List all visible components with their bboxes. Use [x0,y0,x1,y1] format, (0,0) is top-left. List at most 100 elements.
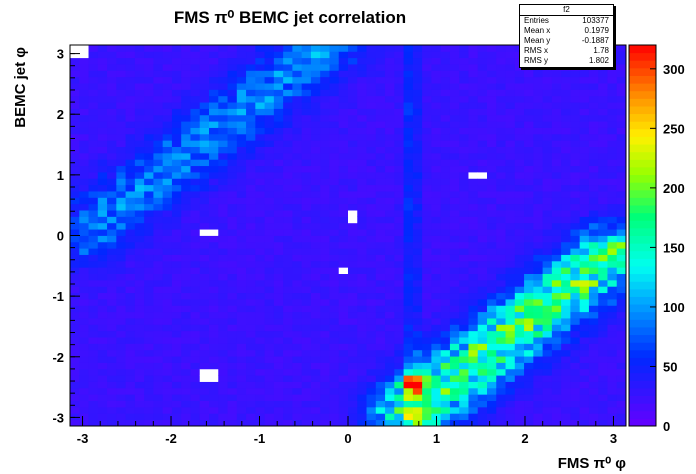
heatmap-cell [227,133,238,141]
heatmap-cell [246,64,256,71]
heatmap-cell [579,95,590,103]
heatmap-cell [477,172,488,179]
heatmap-cell [431,368,442,376]
heatmap-cell [366,406,377,414]
heatmap-cell [329,140,340,147]
heatmap-cell [301,76,312,84]
heatmap-cell [422,51,432,59]
heatmap-cell [209,127,219,135]
heatmap-cell [459,152,469,160]
heatmap-cell [607,419,618,427]
heatmap-cell [431,400,442,408]
heatmap-cell [320,406,330,414]
heatmap-cell [459,203,469,211]
heatmap-cell [477,279,488,287]
heatmap-cell [422,165,432,173]
heatmap-cell [514,387,525,395]
heatmap-cell [533,419,543,427]
heatmap-cell [134,140,145,147]
heatmap-cell [227,89,238,97]
heatmap-cell [329,337,340,344]
heatmap-cell [162,406,173,414]
heatmap-cell [236,64,247,71]
heatmap-cell [116,292,126,300]
heatmap-cell [255,394,265,401]
heatmap-cell [468,375,479,382]
heatmap-cell [366,140,377,147]
heatmap-cell [449,127,460,135]
heatmap-cell [616,184,627,192]
heatmap-cell [459,57,469,65]
heatmap-cell [144,178,154,186]
heatmap-cell [227,273,238,281]
heatmap-cell [227,102,238,109]
heatmap-cell [199,229,210,236]
heatmap-cell [366,349,377,357]
heatmap-cell [524,299,534,306]
heatmap-cell [320,184,330,192]
heatmap-cell [264,400,275,408]
heatmap-cell [79,165,89,173]
heatmap-cell [440,343,451,351]
heatmap-cell [524,343,534,351]
heatmap-cell [70,178,80,186]
heatmap-cell [70,318,80,325]
heatmap-cell [329,51,340,59]
heatmap-cell [505,337,516,344]
heatmap-cell [570,356,581,363]
heatmap-cell [144,210,154,217]
heatmap-cell [171,70,182,78]
heatmap-cell [264,286,275,294]
heatmap-cell [431,375,442,382]
heatmap-cell [561,299,571,306]
heatmap-cell [514,165,525,173]
heatmap-cell [366,203,377,211]
heatmap-cell [496,127,506,135]
heatmap-cell [338,267,349,274]
heatmap-cell [153,273,164,281]
heatmap-cell [394,76,404,84]
heatmap-cell [394,222,404,230]
heatmap-cell [190,127,201,135]
heatmap-cell [338,286,349,294]
heatmap-cell [403,159,414,167]
heatmap-cell [412,324,423,332]
heatmap-cell [107,172,117,179]
heatmap-cell [97,324,108,332]
heatmap-cell [616,235,627,243]
heatmap-cell [236,362,247,370]
heatmap-cell [88,343,99,351]
heatmap-cell [357,324,367,332]
heatmap-cell [533,349,543,357]
heatmap-cell [190,337,201,344]
heatmap-cell [505,108,516,116]
heatmap-cell [561,368,571,376]
heatmap-cell [301,89,312,97]
heatmap-cell [190,64,201,71]
heatmap-cell [338,368,349,376]
heatmap-cell [320,419,330,427]
heatmap-cell [524,241,534,249]
heatmap-cell [598,235,608,243]
heatmap-cell [616,133,627,141]
heatmap-cell [588,292,599,300]
heatmap-cell [403,83,414,90]
heatmap-cell [227,387,238,395]
heatmap-cell [171,108,182,116]
heatmap-cell [422,248,432,255]
heatmap-cell [422,210,432,217]
heatmap-cell [144,387,154,395]
heatmap-cell [116,324,126,332]
heatmap-cell [366,241,377,249]
heatmap-cell [264,140,275,147]
heatmap-cell [348,387,358,395]
heatmap-cell [144,235,154,243]
heatmap-cell [385,127,395,135]
heatmap-cell [348,102,358,109]
heatmap-cell [116,102,126,109]
heatmap-cell [524,210,534,217]
heatmap-cell [107,121,117,128]
heatmap-cell [255,387,265,395]
heatmap-cell [79,330,89,338]
heatmap-cell [246,95,256,103]
